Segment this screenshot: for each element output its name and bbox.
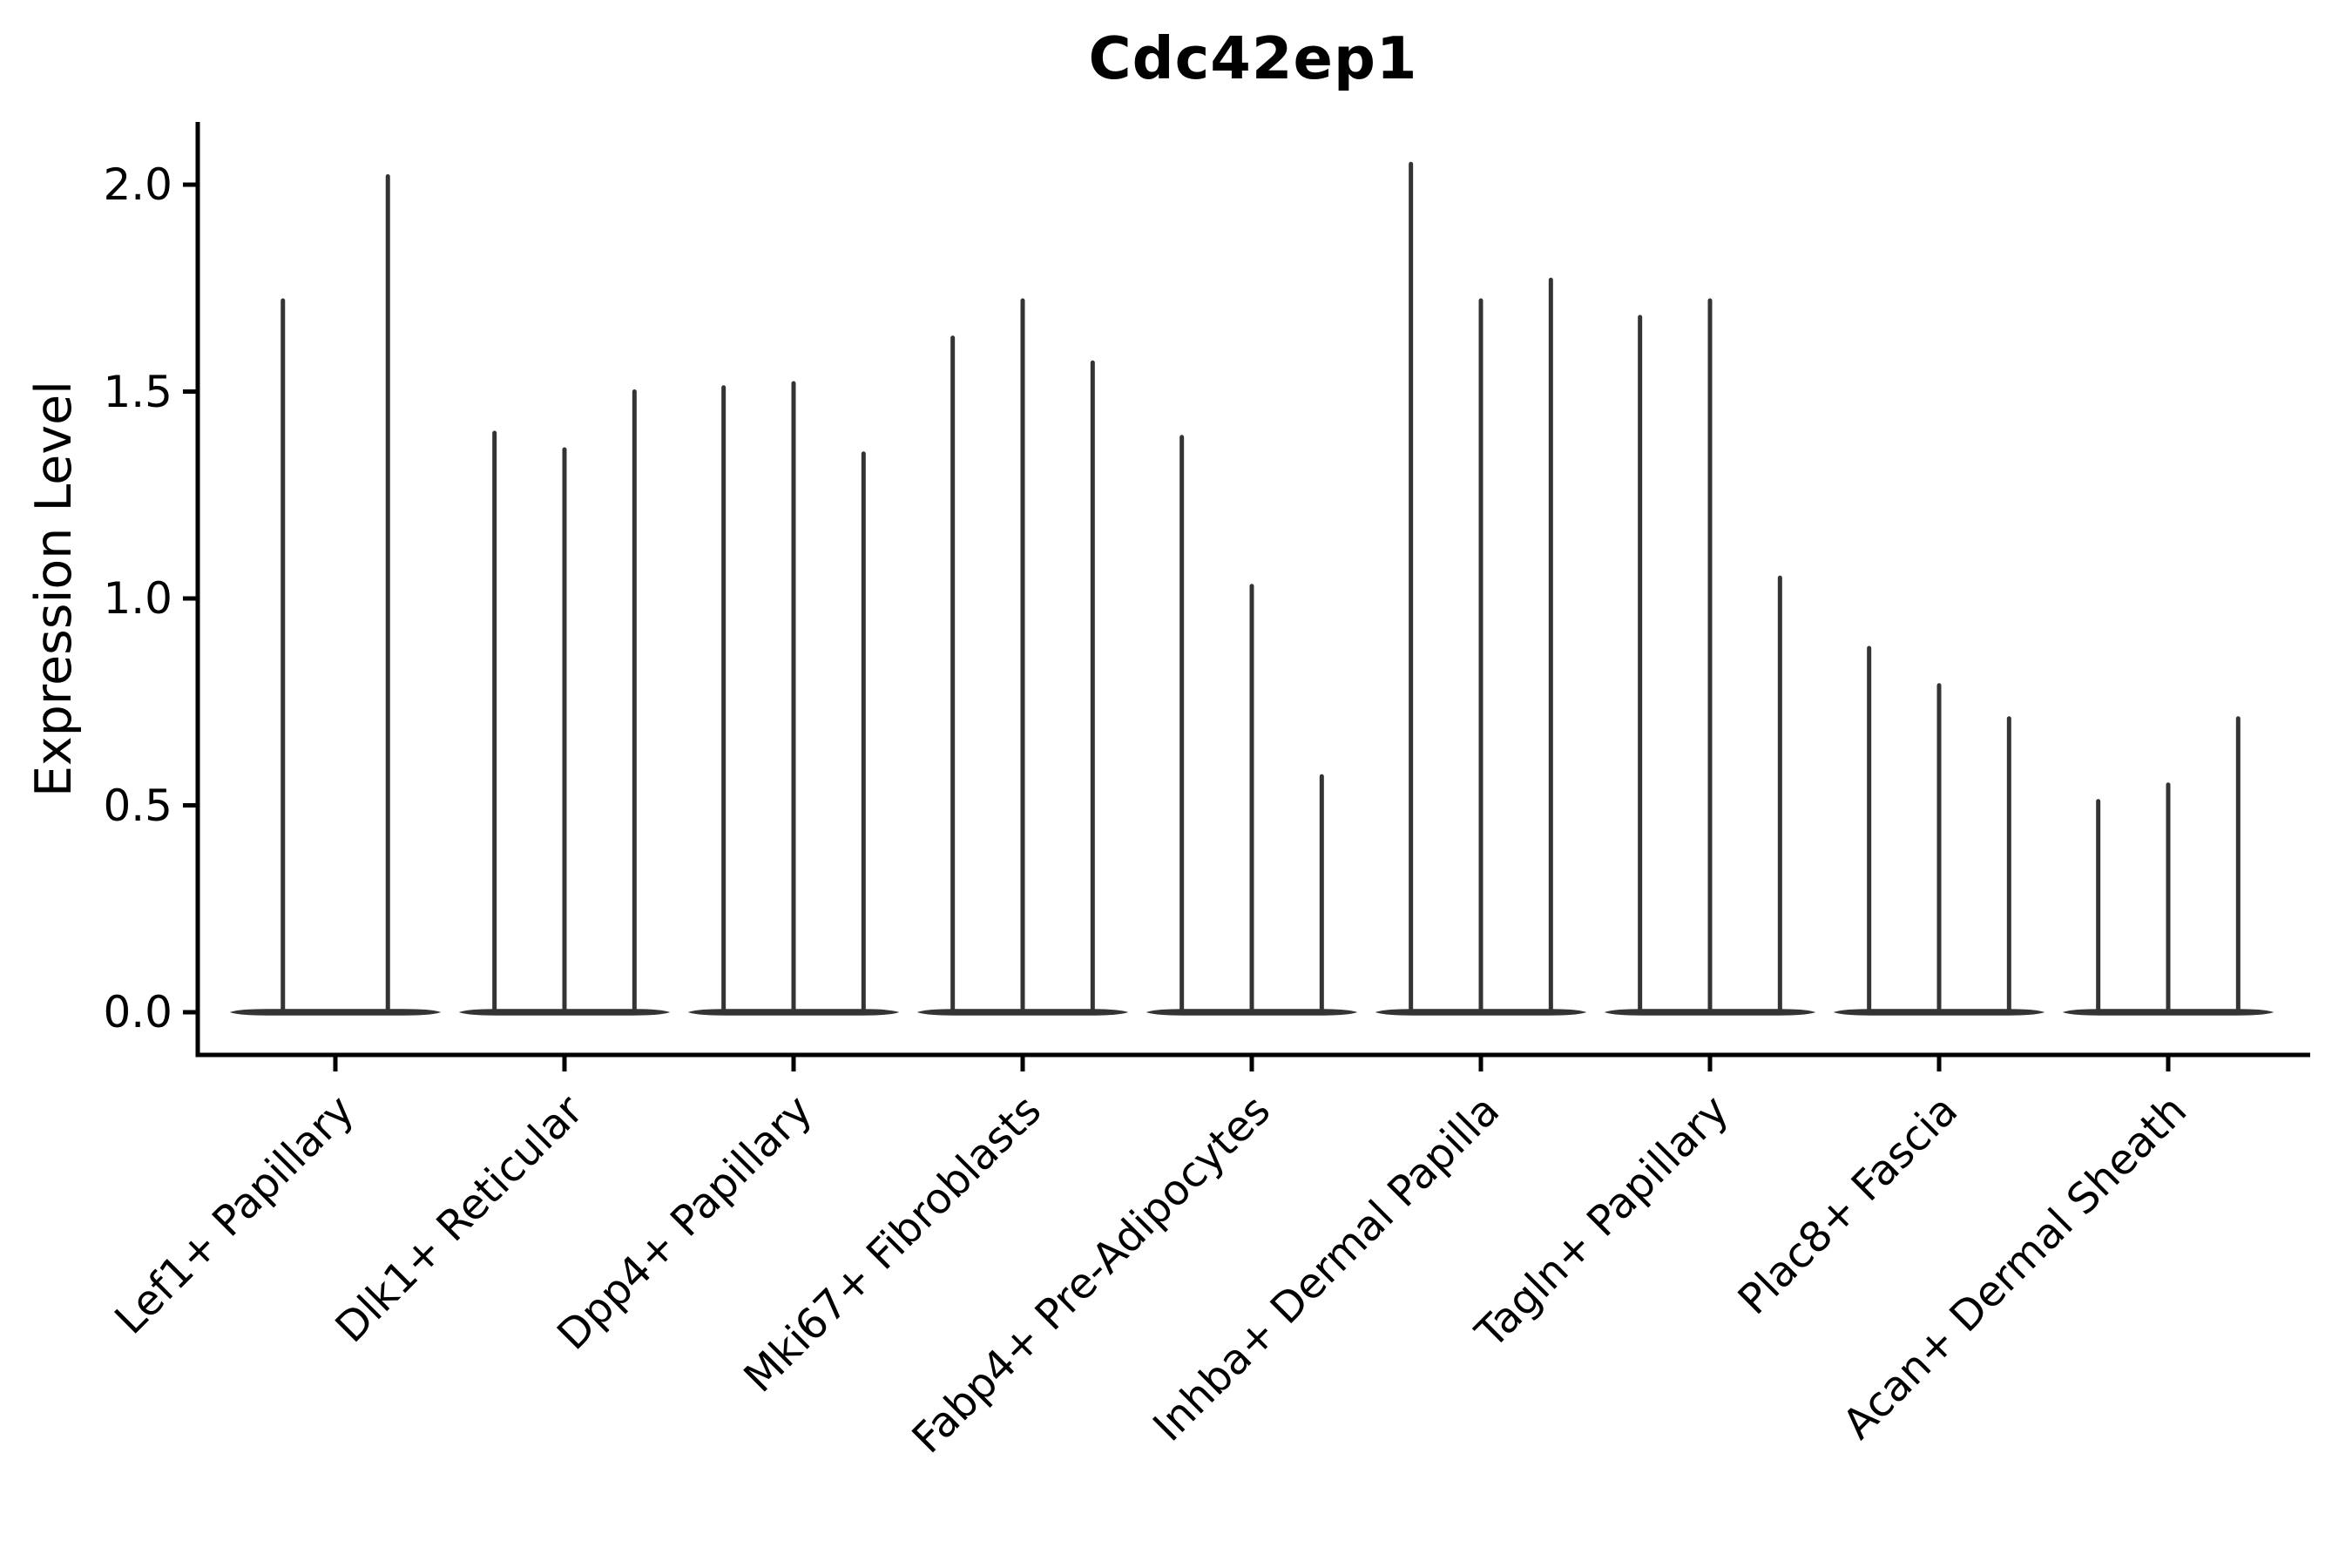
chart-title: Cdc42ep1 [1088,24,1418,92]
y-tick-label-0.5: 0.5 [103,780,172,831]
y-tick-label-0.0: 0.0 [103,987,172,1037]
y-tick-label-1.5: 1.5 [103,366,172,417]
y-tick-label-1.0: 1.0 [103,573,172,624]
violin-base-1 [229,1009,442,1016]
y-tick-label-2.0: 2.0 [103,159,172,210]
